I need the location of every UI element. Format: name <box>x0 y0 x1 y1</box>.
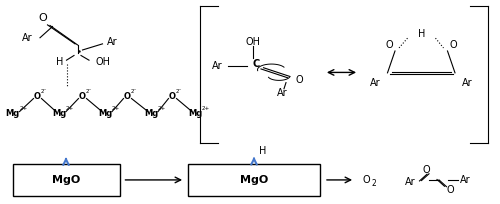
Text: Ar: Ar <box>277 88 288 98</box>
Text: Mg: Mg <box>98 109 112 118</box>
Text: Mg: Mg <box>144 109 158 118</box>
Text: Ar: Ar <box>462 78 473 88</box>
Text: 2+: 2+ <box>66 106 74 111</box>
Text: O: O <box>362 175 370 185</box>
Text: 2+: 2+ <box>158 106 166 111</box>
Text: Mg: Mg <box>52 109 66 118</box>
Text: 2⁻: 2⁻ <box>131 89 137 94</box>
Text: Ar: Ar <box>404 177 415 187</box>
Text: Ar: Ar <box>460 175 470 185</box>
Text: H: H <box>56 57 64 67</box>
Text: O: O <box>38 13 47 23</box>
Text: Ar: Ar <box>370 78 380 88</box>
Text: O: O <box>79 92 86 101</box>
Text: O: O <box>295 75 303 85</box>
Text: H: H <box>259 146 266 156</box>
Text: Mg: Mg <box>188 109 202 118</box>
Text: 2⁻: 2⁻ <box>41 89 47 94</box>
Text: O: O <box>450 40 458 51</box>
Text: Ar: Ar <box>107 37 118 47</box>
Text: C: C <box>253 59 260 69</box>
Text: O: O <box>124 92 131 101</box>
Text: O: O <box>385 40 393 51</box>
Text: MgO: MgO <box>240 175 268 185</box>
Text: O: O <box>169 92 176 101</box>
Text: H: H <box>418 29 425 39</box>
Text: OH: OH <box>245 37 260 47</box>
Text: Ar: Ar <box>22 33 33 43</box>
Text: 2+: 2+ <box>202 106 210 111</box>
Text: O: O <box>34 92 41 101</box>
Text: 2+: 2+ <box>20 106 28 111</box>
Text: OH: OH <box>95 57 110 67</box>
Text: 2⁻: 2⁻ <box>176 89 182 94</box>
FancyBboxPatch shape <box>188 164 320 196</box>
Text: O: O <box>446 185 454 195</box>
Text: Ar: Ar <box>212 61 223 71</box>
Text: Mg: Mg <box>6 109 20 118</box>
Text: MgO: MgO <box>52 175 80 185</box>
Text: 2+: 2+ <box>112 106 120 111</box>
Text: O: O <box>422 165 430 175</box>
Text: 2⁻: 2⁻ <box>86 89 92 94</box>
Text: 2: 2 <box>371 179 376 188</box>
FancyBboxPatch shape <box>12 164 120 196</box>
